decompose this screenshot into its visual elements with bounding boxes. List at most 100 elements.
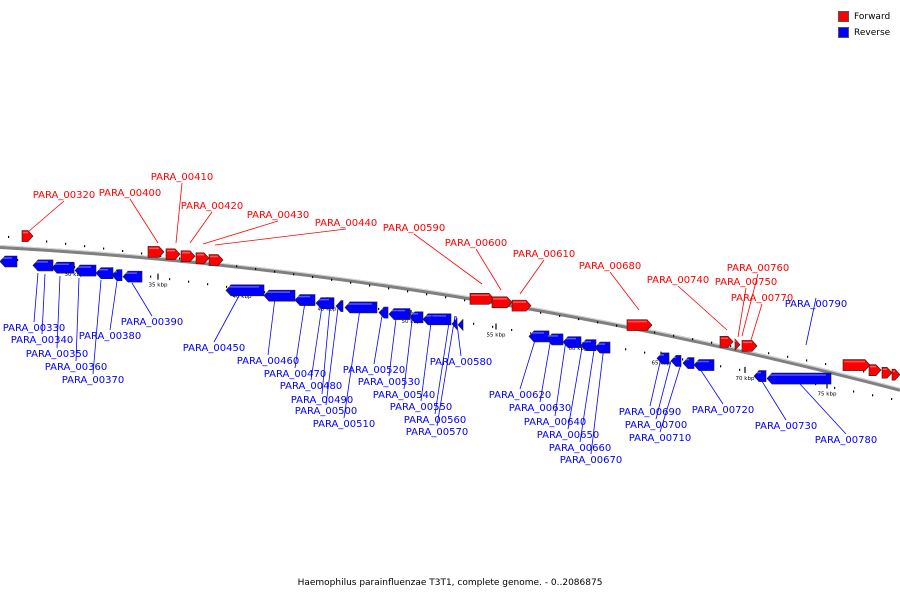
reverse-swatch	[838, 27, 849, 38]
reverse-gene	[51, 261, 75, 274]
tick-mark	[730, 345, 732, 348]
gene-label-para_00490: PARA_00490	[291, 395, 353, 406]
leader-line	[799, 383, 847, 435]
forward-gene	[469, 292, 495, 305]
tick-mark	[625, 348, 627, 351]
reverse-gene	[457, 318, 464, 332]
gene-label-para_00430: PARA_00430	[247, 210, 309, 221]
tick-mark	[378, 307, 380, 310]
reverse-gene	[335, 300, 344, 312]
leader-line	[741, 273, 759, 337]
tick-mark	[654, 331, 656, 334]
leader-line	[92, 279, 102, 375]
gene-label-para_00470: PARA_00470	[264, 369, 326, 380]
gene-label-para_00750: PARA_00750	[715, 277, 777, 288]
leader-line	[175, 182, 183, 244]
leader-line	[579, 343, 596, 443]
reverse-gene	[766, 372, 832, 385]
reverse-gene	[111, 269, 123, 282]
gene-label-para_00520: PARA_00520	[343, 365, 405, 376]
legend-label-reverse: Reverse	[854, 27, 891, 38]
leader-line	[436, 315, 456, 427]
leader-line	[267, 297, 276, 356]
tick-mark	[644, 351, 646, 354]
gene-label-para_00540: PARA_00540	[373, 390, 435, 401]
reverse-gene	[546, 333, 564, 346]
forward-gene	[208, 254, 224, 266]
legend: Forward Reverse	[838, 9, 890, 41]
reverse-gene	[344, 301, 378, 314]
tick-mark	[739, 368, 741, 371]
leader-line	[805, 297, 817, 346]
tick-mark	[473, 322, 475, 325]
scale-label: 40 kbp	[233, 294, 252, 300]
gene-label-para_00640: PARA_00640	[524, 417, 586, 428]
gene-label-para_00500: PARA_00500	[295, 406, 357, 417]
scale-label: 35 kbp	[149, 283, 168, 289]
leader-line	[75, 277, 80, 362]
gene-label-para_00530: PARA_00530	[358, 377, 420, 388]
forward-gene	[491, 296, 513, 309]
tick-mark	[720, 365, 722, 368]
forward-swatch	[838, 11, 849, 22]
tick-mark	[226, 285, 228, 288]
tick-mark	[8, 235, 10, 238]
reverse-gene	[122, 270, 143, 283]
reverse-gene	[225, 284, 265, 297]
tick-mark	[122, 249, 124, 252]
genome-backbone-highlight	[0, 245, 900, 389]
leader-line	[325, 307, 339, 406]
leader-line	[750, 303, 763, 341]
scale-label: 30 kbp	[65, 272, 84, 278]
leader-line	[373, 309, 384, 365]
leader-line	[539, 337, 552, 403]
tick-mark	[682, 358, 684, 361]
legend-label-forward: Forward	[854, 11, 891, 22]
tick-mark	[293, 273, 295, 276]
gene-label-para_00480: PARA_00480	[280, 381, 342, 392]
gene-label-para_00550: PARA_00550	[390, 402, 452, 413]
tick-mark	[236, 265, 238, 268]
gene-label-para_00660: PARA_00660	[549, 443, 611, 454]
gene-label-para_00730: PARA_00730	[755, 421, 817, 432]
leader-line	[214, 228, 347, 246]
forward-gene	[891, 368, 900, 381]
gene-label-para_00690: PARA_00690	[619, 407, 681, 418]
leader-line	[519, 336, 537, 390]
scale-label: 75 kbp	[818, 391, 837, 397]
leader-line	[294, 301, 306, 369]
forward-gene	[881, 366, 893, 379]
reverse-gene	[95, 267, 114, 279]
reverse-gene	[753, 370, 767, 382]
tick-mark	[188, 280, 190, 283]
tick-mark	[445, 296, 447, 299]
leader-line	[388, 310, 398, 377]
reverse-gene	[315, 297, 335, 309]
tick-mark	[711, 341, 713, 344]
tick-mark	[692, 338, 694, 341]
tick-mark	[274, 270, 276, 273]
reverse-gene	[682, 357, 695, 369]
tick-mark	[578, 318, 580, 321]
scale-label: 60 kbp	[569, 346, 588, 352]
forward-gene	[734, 338, 741, 351]
gene-label-para_00590: PARA_00590	[383, 223, 445, 234]
tick-mark	[17, 259, 19, 262]
reverse-gene	[263, 289, 296, 302]
tick-mark	[540, 311, 542, 314]
gene-label-para_00720: PARA_00720	[692, 405, 754, 416]
gene-label-para_00630: PARA_00630	[509, 403, 571, 414]
leader-line	[343, 308, 361, 419]
gene-label-para_00510: PARA_00510	[313, 419, 375, 430]
forward-gene	[626, 319, 653, 331]
leader-line	[590, 345, 605, 455]
forward-gene	[21, 230, 34, 242]
tick-mark	[169, 278, 171, 281]
tick-mark	[464, 299, 466, 302]
gene-label-para_00610: PARA_00610	[513, 249, 575, 260]
forward-gene	[511, 299, 532, 312]
gene-label-para_00570: PARA_00570	[406, 427, 468, 438]
leader-line	[519, 259, 545, 295]
tick-mark	[863, 370, 865, 373]
forward-gene	[195, 252, 210, 265]
